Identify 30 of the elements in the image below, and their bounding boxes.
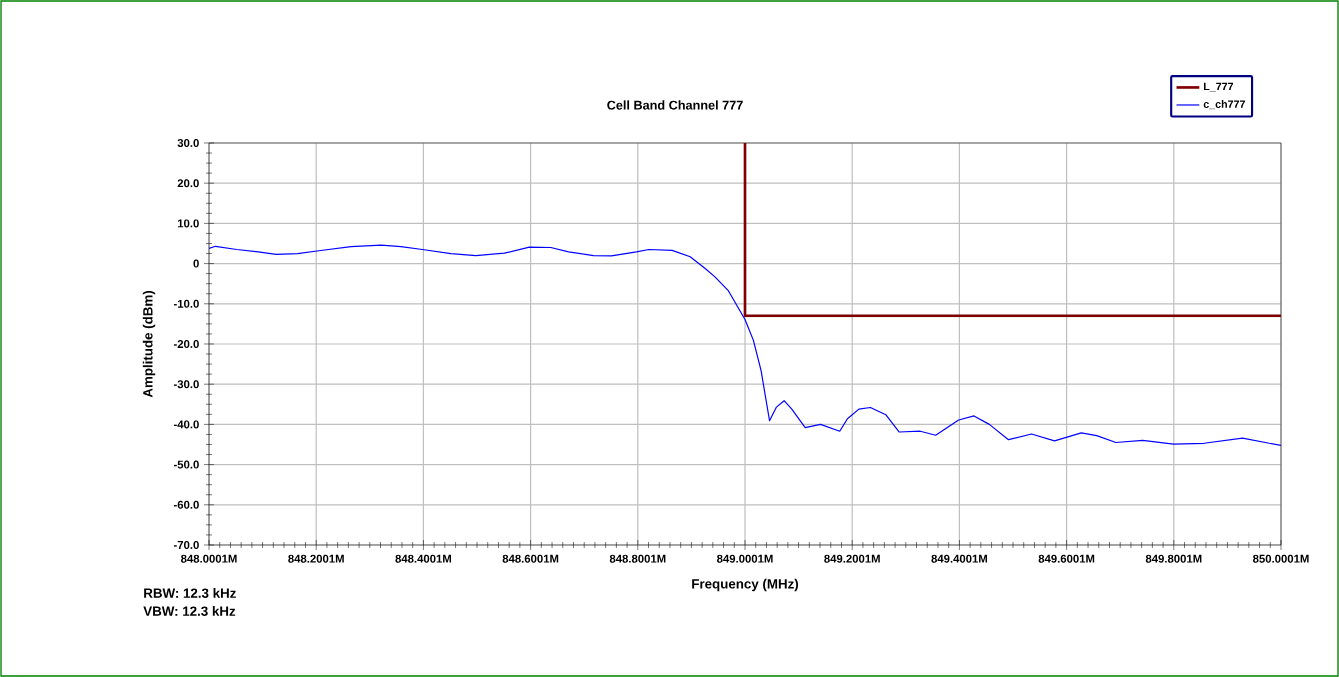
x-axis-title: Frequency (MHz) bbox=[692, 578, 799, 592]
x-tick-label: 848.2001M bbox=[288, 554, 344, 563]
x-tick-label: 848.4001M bbox=[395, 554, 451, 563]
y-tick-label: -10.0 bbox=[173, 299, 199, 308]
y-tick-label: -30.0 bbox=[173, 380, 199, 389]
x-tick-label: 849.4001M bbox=[931, 554, 987, 563]
text: RBW: 12.3 kHz bbox=[144, 588, 236, 598]
legend-label: c_ch777 bbox=[1203, 100, 1245, 110]
text: VBW: 12.3 kHz bbox=[143, 606, 236, 616]
x-tick-label: 849.6001M bbox=[1038, 554, 1095, 563]
y-tick-label: -60.0 bbox=[173, 500, 199, 509]
y-axis-title: Amplitude (dBm) bbox=[142, 290, 156, 398]
y-tick-label: -50.0 bbox=[173, 460, 199, 469]
x-tick-label: 849.8001M bbox=[1145, 554, 1202, 563]
y-tick-label: 30.0 bbox=[177, 138, 199, 148]
x-tick-label: 849.0001M bbox=[717, 554, 773, 563]
y-tick-label: -40.0 bbox=[173, 420, 199, 429]
x-tick-label: 849.2001M bbox=[824, 554, 880, 563]
legend-label: L_777 bbox=[1204, 82, 1234, 92]
x-tick-label: 848.8001M bbox=[609, 554, 666, 563]
x-tick-label: 850.0001M bbox=[1253, 554, 1309, 563]
chart-title: Cell Band Channel 777 bbox=[607, 100, 743, 110]
y-tick-label: 10.0 bbox=[177, 219, 199, 228]
y-tick-label: 0 bbox=[193, 259, 199, 268]
y-tick-label: -20.0 bbox=[173, 339, 199, 348]
x-tick-label: 848.0001M bbox=[181, 554, 237, 563]
y-tick-label: -70.0 bbox=[173, 540, 199, 549]
y-tick-label: 20.0 bbox=[177, 179, 199, 188]
x-tick-label: 848.6001M bbox=[502, 554, 559, 563]
line-series bbox=[209, 244, 1281, 446]
